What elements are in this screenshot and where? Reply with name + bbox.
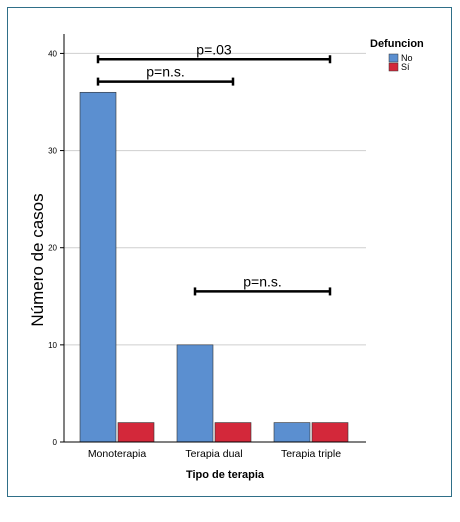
legend-label: No bbox=[401, 53, 413, 63]
legend-label: Sí bbox=[401, 62, 410, 72]
x-tick-labels: Monoterapia Terapia dual Terapia triple bbox=[88, 448, 341, 460]
figure-frame bbox=[7, 7, 452, 497]
bars bbox=[79, 91, 349, 443]
y-tick-label: 0 bbox=[53, 438, 58, 447]
x-tick-label: Terapia dual bbox=[185, 448, 242, 460]
bar bbox=[117, 422, 155, 443]
bar bbox=[273, 422, 311, 443]
bar bbox=[311, 422, 349, 443]
legend-swatch bbox=[388, 62, 399, 72]
bar bbox=[79, 91, 117, 443]
y-tick-labels: 0 10 20 30 40 bbox=[48, 49, 64, 447]
x-axis-title: Tipo de terapia bbox=[186, 469, 265, 481]
y-tick-label: 30 bbox=[48, 147, 57, 156]
legend-title: Defuncion bbox=[370, 38, 424, 50]
x-tick-label: Terapia triple bbox=[281, 448, 341, 460]
legend-swatch bbox=[388, 53, 399, 63]
y-tick-label: 40 bbox=[48, 49, 57, 58]
significance-annotations: p=.03 p=n.s. p=n.s. bbox=[96, 41, 332, 296]
x-tick-label: Monoterapia bbox=[88, 448, 147, 460]
bar bbox=[214, 422, 252, 443]
bar bbox=[176, 344, 214, 443]
y-tick-label: 20 bbox=[48, 244, 57, 253]
y-axis-title: Número de casos bbox=[28, 193, 47, 326]
significance-label: p=n.s. bbox=[146, 64, 185, 80]
significance-label: p=.03 bbox=[196, 41, 232, 57]
significance-label: p=n.s. bbox=[243, 273, 282, 289]
y-tick-label: 10 bbox=[48, 341, 57, 350]
